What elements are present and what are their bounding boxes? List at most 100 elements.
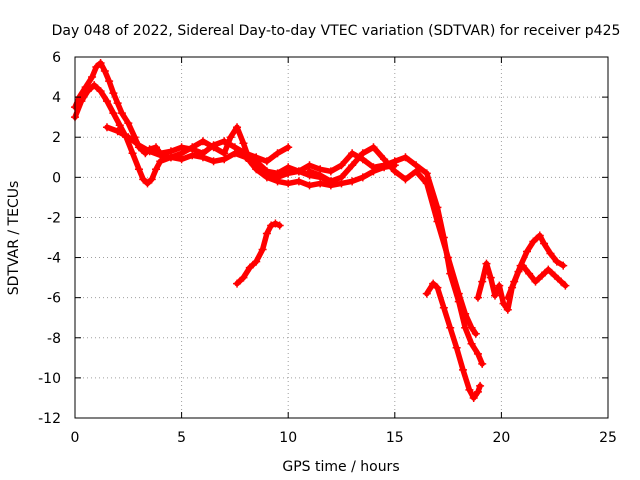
data-point xyxy=(90,81,99,90)
data-point xyxy=(454,289,463,298)
data-point xyxy=(476,381,485,390)
data-point xyxy=(188,143,197,152)
data-point xyxy=(284,179,293,188)
data-point xyxy=(147,175,156,184)
data-point xyxy=(305,181,314,190)
data-point xyxy=(267,221,276,230)
data-point xyxy=(143,179,152,188)
data-point xyxy=(226,133,235,142)
data-point xyxy=(471,329,480,338)
x-tick-label: 15 xyxy=(386,430,404,446)
axis-ticks: 0 5 10 15 20 25 -12 -10 -8 -6 -4 -2 0 2 4 6 xyxy=(38,50,617,446)
data-point xyxy=(467,339,476,348)
data-point xyxy=(557,277,566,286)
data-point xyxy=(230,149,239,158)
data-point xyxy=(478,277,487,286)
data-point xyxy=(348,177,357,186)
data-point xyxy=(467,323,476,332)
data-point xyxy=(77,97,86,106)
data-point xyxy=(115,121,124,130)
data-point xyxy=(233,123,242,132)
y-tick-label: -6 xyxy=(47,291,61,307)
data-point xyxy=(537,271,546,280)
data-point xyxy=(294,167,303,176)
data-point xyxy=(491,291,500,300)
x-tick-label: 10 xyxy=(279,430,297,446)
data-point xyxy=(316,179,325,188)
data-point xyxy=(316,171,325,180)
grid-lines xyxy=(75,57,608,418)
data-point xyxy=(245,263,254,272)
data-point xyxy=(252,165,261,174)
data-point xyxy=(561,281,570,290)
data-point xyxy=(337,161,346,170)
data-point xyxy=(559,261,568,270)
data-point xyxy=(401,175,410,184)
data-point xyxy=(531,277,540,286)
plot-frame xyxy=(74,56,609,419)
data-point xyxy=(390,167,399,176)
data-point xyxy=(275,221,284,230)
data-series xyxy=(71,59,570,402)
y-tick-label: -10 xyxy=(38,371,61,387)
data-point xyxy=(503,305,512,314)
data-point xyxy=(380,155,389,164)
data-point xyxy=(522,247,531,256)
data-point xyxy=(510,277,519,286)
data-point xyxy=(109,89,118,98)
data-point xyxy=(429,279,438,288)
data-point xyxy=(284,169,293,178)
data-point xyxy=(139,175,148,184)
data-point xyxy=(422,289,431,298)
series-arc-6 xyxy=(306,144,479,337)
data-point xyxy=(262,167,271,176)
data-point xyxy=(152,165,161,174)
data-point xyxy=(465,385,474,394)
y-axis-label: SDTVAR / TECUs xyxy=(6,181,22,296)
data-point xyxy=(535,231,544,240)
data-point xyxy=(233,279,242,288)
series-arc-9 xyxy=(505,232,566,301)
data-point xyxy=(100,67,109,76)
data-point xyxy=(156,151,165,160)
data-point xyxy=(198,153,207,162)
chart-title: Day 048 of 2022, Sidereal Day-to-day VTE… xyxy=(52,23,621,39)
data-point xyxy=(239,273,248,282)
data-point xyxy=(128,149,137,158)
data-point xyxy=(134,165,143,174)
data-point xyxy=(294,177,303,186)
x-axis-label: GPS time / hours xyxy=(282,459,399,475)
data-point xyxy=(433,217,442,226)
data-point xyxy=(461,309,470,318)
data-point xyxy=(525,269,534,278)
x-tick-label: 0 xyxy=(71,430,80,446)
data-point xyxy=(546,249,555,258)
data-point xyxy=(452,343,461,352)
data-point xyxy=(124,119,133,128)
data-point xyxy=(105,77,114,86)
data-point xyxy=(188,151,197,160)
data-point xyxy=(401,153,410,162)
data-point xyxy=(252,257,261,266)
data-point xyxy=(241,149,250,158)
data-point xyxy=(529,237,538,246)
data-point xyxy=(439,303,448,312)
data-point xyxy=(369,143,378,152)
data-point xyxy=(482,259,491,268)
data-point xyxy=(358,173,367,182)
data-point xyxy=(102,97,111,106)
data-point xyxy=(540,239,549,248)
data-point xyxy=(326,177,335,186)
data-point xyxy=(444,253,453,262)
data-point xyxy=(134,141,143,150)
x-tick-label: 25 xyxy=(599,430,617,446)
data-point xyxy=(390,157,399,166)
data-point xyxy=(273,173,282,182)
data-point xyxy=(369,163,378,172)
data-point xyxy=(473,387,482,396)
data-point xyxy=(92,63,101,72)
data-point xyxy=(109,109,118,118)
data-point xyxy=(544,265,553,274)
data-point xyxy=(262,157,271,166)
